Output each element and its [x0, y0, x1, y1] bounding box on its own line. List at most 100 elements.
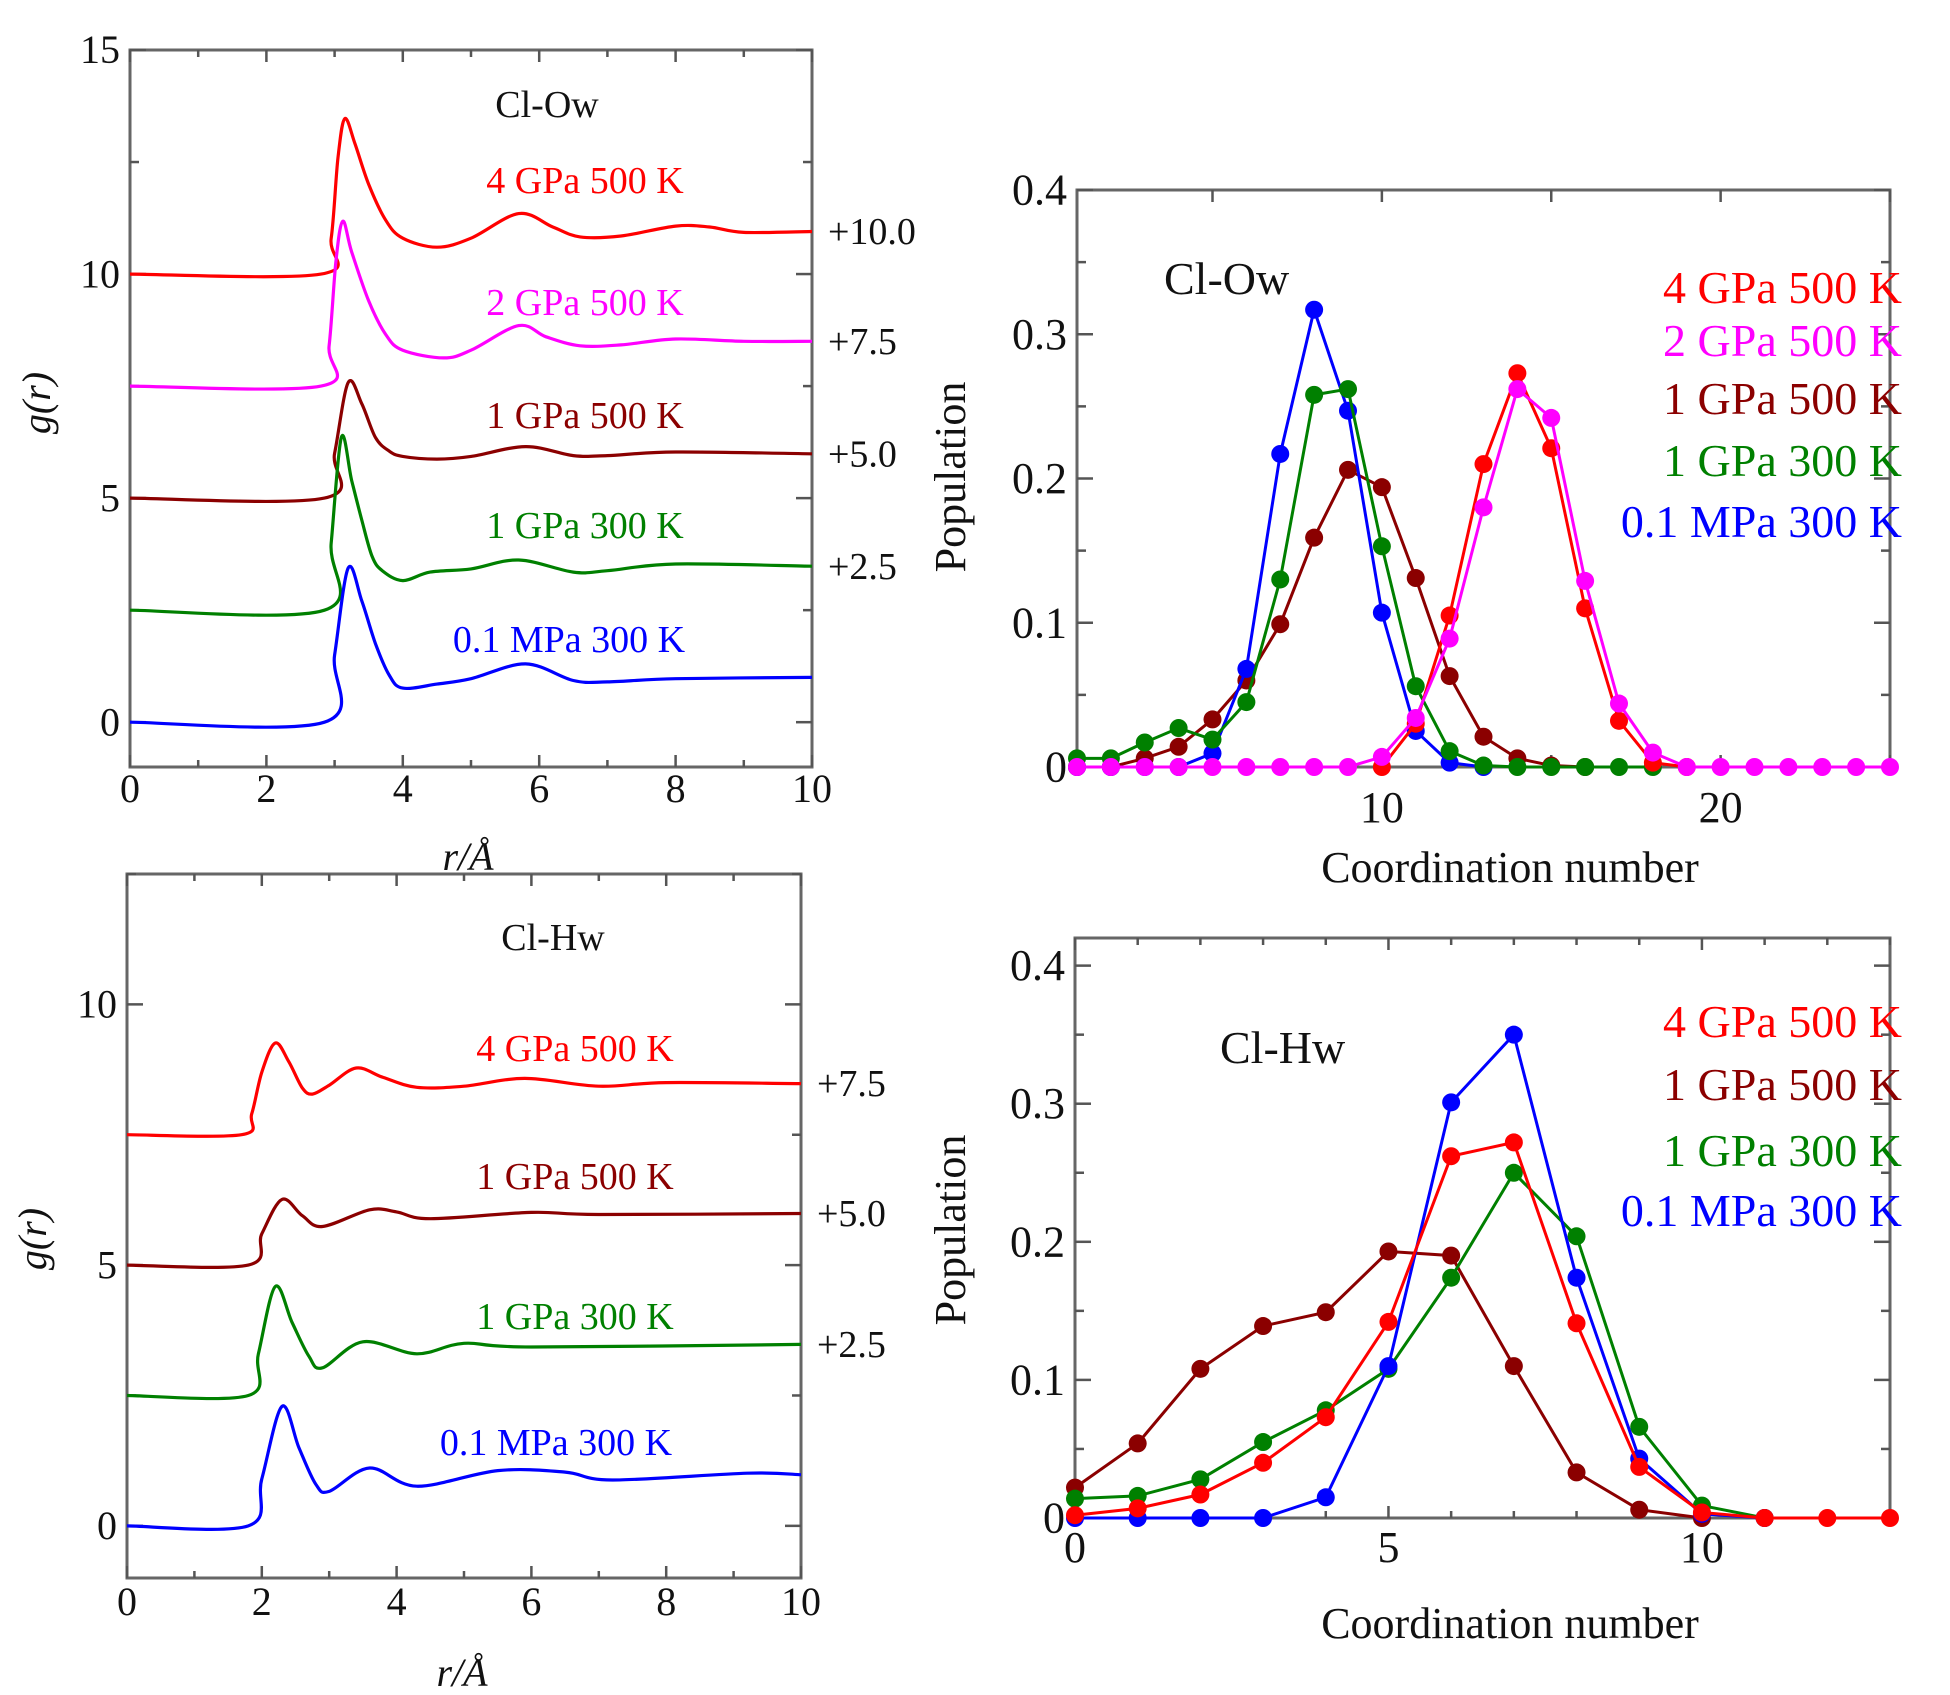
- series-line: [1077, 387, 1653, 769]
- data-point: [1237, 693, 1256, 712]
- rdf-curve: [126, 1404, 802, 1531]
- data-point: [1881, 1509, 1899, 1527]
- data-point: [1203, 758, 1222, 776]
- data-point: [1576, 758, 1595, 776]
- data-point: [1191, 1485, 1210, 1504]
- data-point: [1254, 1433, 1273, 1452]
- series-label: 4 GPa 500 K: [476, 1028, 674, 1070]
- x-tick-label: 8: [656, 1579, 676, 1624]
- data-point: [1066, 1506, 1084, 1525]
- x-tick-label: 4: [393, 766, 413, 811]
- data-point: [1191, 1359, 1210, 1378]
- data-point: [1406, 708, 1425, 727]
- data-point: [1339, 460, 1357, 479]
- data-point: [1254, 1317, 1273, 1336]
- series-line: [1075, 1031, 1765, 1520]
- data-point: [1630, 1500, 1649, 1519]
- data-point: [1818, 1509, 1837, 1527]
- data-point: [1203, 730, 1222, 749]
- data-point: [1442, 1147, 1461, 1166]
- series-1-gpa-300-k: [126, 1284, 802, 1401]
- data-point: [1128, 1486, 1147, 1505]
- data-point: [1305, 758, 1324, 776]
- data-point: [1372, 603, 1391, 622]
- offset-label: +2.5: [817, 1324, 886, 1366]
- data-point: [1066, 1489, 1084, 1508]
- axis-ticks: [128, 48, 814, 767]
- series-1-gpa-500-k: [1068, 460, 1595, 776]
- data-point: [1254, 1453, 1273, 1472]
- x-tick-label: 2: [252, 1579, 272, 1624]
- cn-cl-hw-panel: 0 5 10 0 0.1 0.2 0.3 0.4 Coordination number Popu…: [926, 936, 1902, 1648]
- data-point: [1440, 629, 1459, 648]
- y-axis-title: g(r): [10, 1208, 55, 1270]
- legend-entry: 1 GPa 500 K: [1663, 1059, 1902, 1110]
- series-line: [1074, 1249, 1703, 1520]
- legend-entry: 0.1 MPa 300 K: [1621, 1185, 1902, 1236]
- y-tick-label: 15: [80, 27, 120, 72]
- data-point: [1442, 1246, 1461, 1265]
- x-tick-label: 0: [1064, 1523, 1086, 1572]
- data-point: [1305, 528, 1324, 547]
- legend-entry: 4 GPa 500 K: [1663, 262, 1902, 313]
- data-point: [1745, 758, 1764, 776]
- data-point: [1271, 615, 1290, 634]
- x-tick-label: 0: [117, 1579, 137, 1624]
- cn-cl-ow-panel: 10 20 0 0.1 0.2 0.3 0.4 Coordination number Popu…: [926, 166, 1902, 892]
- data-point: [1542, 408, 1561, 427]
- plot-frame: [1073, 936, 1892, 1520]
- data-point: [1504, 1163, 1523, 1182]
- data-point: [1474, 498, 1493, 517]
- data-point: [1755, 1509, 1774, 1527]
- x-axis-title: r/Å: [442, 834, 494, 879]
- data-point: [1711, 758, 1730, 776]
- x-axis-title: r/Å: [436, 1650, 488, 1695]
- data-point: [1567, 1268, 1586, 1287]
- legend-entry: 1 GPa 300 K: [1663, 1125, 1902, 1176]
- y-tick-label: 0: [1045, 743, 1067, 792]
- data-point: [1128, 1434, 1147, 1453]
- series-0-1-mpa-300-k: [1068, 300, 1493, 776]
- y-tick-label: 0: [100, 699, 120, 744]
- data-point: [1567, 1227, 1586, 1246]
- data-point: [1372, 537, 1391, 556]
- data-point: [1643, 743, 1662, 762]
- x-tick-label: 10: [792, 766, 832, 811]
- y-tick-label: 0.1: [1010, 1355, 1065, 1404]
- y-tick-label: 10: [77, 982, 117, 1027]
- y-tick-label: 0.2: [1012, 454, 1067, 503]
- data-point: [1316, 1488, 1335, 1507]
- data-point: [1881, 758, 1899, 776]
- data-point: [1847, 758, 1866, 776]
- data-point: [1610, 694, 1628, 713]
- offset-label: +5.0: [817, 1193, 886, 1235]
- series-label: 1 GPa 500 K: [476, 1156, 674, 1198]
- data-point: [1504, 1357, 1523, 1376]
- x-tick-label: 0: [120, 766, 140, 811]
- data-point: [1068, 758, 1086, 776]
- data-point: [1442, 1268, 1461, 1287]
- offset-label: +5.0: [828, 433, 897, 475]
- offset-label: +7.5: [828, 321, 897, 363]
- data-point: [1474, 455, 1493, 474]
- data-point: [1677, 758, 1696, 776]
- data-point: [1610, 711, 1628, 730]
- data-point: [1610, 758, 1628, 776]
- legend-entry: 4 GPa 500 K: [1663, 996, 1902, 1047]
- data-point: [1508, 758, 1527, 776]
- rdf-curve: [129, 564, 813, 729]
- data-point: [1271, 570, 1290, 589]
- legend-entry: 0.1 MPa 300 K: [1621, 496, 1902, 547]
- series-label: 1 GPa 300 K: [476, 1296, 674, 1338]
- data-point: [1372, 478, 1391, 497]
- series-2-gpa-500-k: [1068, 380, 1899, 776]
- y-tick-label: 0.2: [1010, 1217, 1065, 1266]
- data-point: [1372, 747, 1391, 766]
- legend-entry: 1 GPa 300 K: [1663, 435, 1902, 486]
- data-point: [1576, 599, 1595, 618]
- y-tick-label: 5: [97, 1242, 117, 1287]
- rdf-curve: [129, 433, 813, 617]
- series-label: 4 GPa 500 K: [486, 160, 684, 202]
- gr-cl-hw-panel: 0 2 4 6 8 10 0 5 10 r/Å g(r) Cl-Hw 4 GPa 500 K +7.5 1 …: [10, 872, 886, 1695]
